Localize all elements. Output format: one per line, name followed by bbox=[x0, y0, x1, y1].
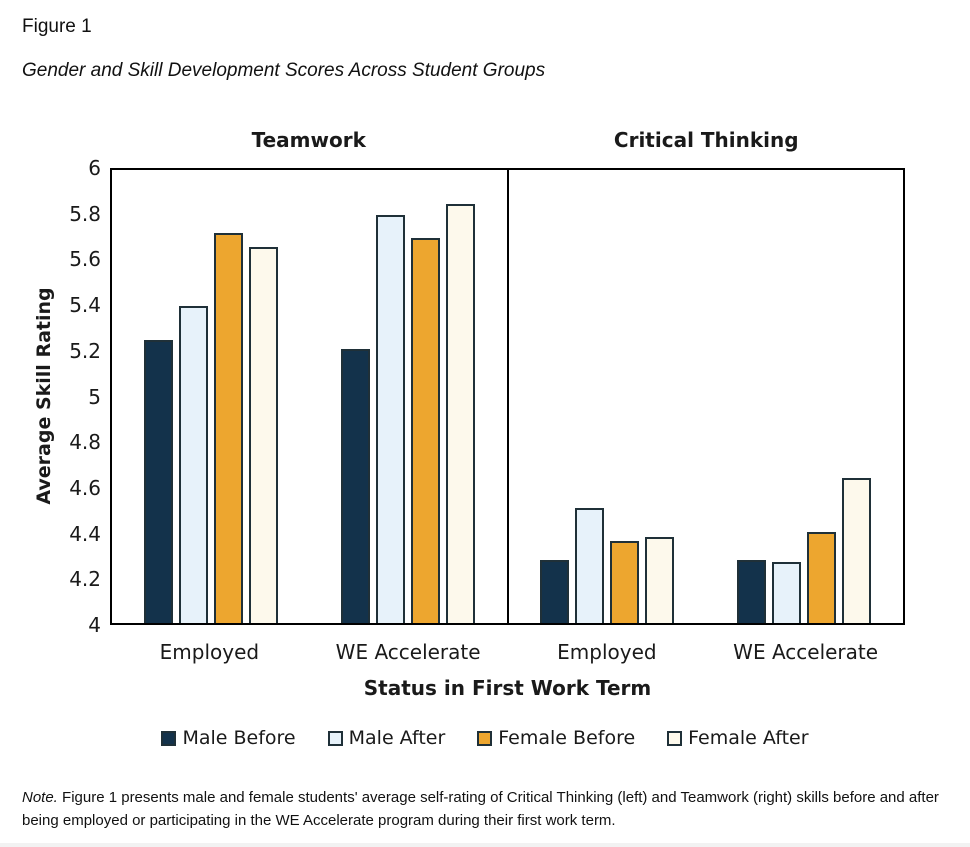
y-tick-label: 4.2 bbox=[69, 567, 101, 592]
x-category-label: Employed bbox=[159, 640, 260, 664]
x-category-label: WE Accelerate bbox=[335, 640, 481, 664]
legend-item-male-before: Male Before bbox=[161, 727, 296, 749]
bar-female-after bbox=[842, 478, 872, 623]
panel-titles: Teamwork Critical Thinking bbox=[110, 128, 905, 152]
legend-item-male-after: Male After bbox=[327, 727, 446, 749]
bar-group-we-accelerate bbox=[737, 170, 872, 623]
x-axis-title: Status in First Work Term bbox=[363, 676, 652, 700]
plot-area bbox=[110, 168, 905, 625]
note-prefix: Note. bbox=[22, 789, 58, 806]
bar-female-after bbox=[445, 203, 475, 623]
bar-group-employed bbox=[540, 170, 675, 623]
panel-teamwork bbox=[112, 170, 507, 623]
legend-swatch-female-after bbox=[667, 730, 683, 746]
y-axis-ticks: 4 4.2 4.4 4.6 4.8 5 5.2 5.4 5.6 5.8 6 bbox=[0, 158, 101, 635]
bar-male-before bbox=[540, 559, 570, 623]
bar-male-after bbox=[575, 507, 605, 623]
y-tick-label: 4.6 bbox=[69, 475, 101, 500]
bar-female-before bbox=[807, 532, 837, 623]
bar-female-after bbox=[248, 247, 278, 623]
y-tick-label: 5.6 bbox=[69, 247, 101, 272]
y-tick-label: 5.4 bbox=[69, 293, 101, 318]
y-tick-label: 5.2 bbox=[69, 338, 101, 363]
y-tick-label: 4.4 bbox=[69, 521, 101, 546]
x-category-label: Employed bbox=[557, 640, 657, 664]
y-tick-label: 5 bbox=[88, 384, 101, 409]
bar-female-after bbox=[645, 536, 675, 623]
legend-label: Female After bbox=[688, 727, 809, 749]
y-tick-label: 4.8 bbox=[69, 430, 101, 455]
x-category-label: WE Accelerate bbox=[733, 640, 879, 664]
legend-item-female-before: Female Before bbox=[477, 727, 635, 749]
figure-note: Note. Figure 1 presents male and female … bbox=[22, 786, 950, 833]
y-tick-label: 4 bbox=[88, 613, 101, 637]
x-category-labels: Employed WE Accelerate Employed WE Accelera… bbox=[110, 640, 905, 664]
y-tick-label: 5.8 bbox=[69, 201, 101, 226]
bar-male-after bbox=[178, 305, 208, 623]
figure-title: Gender and Skill Development Scores Acro… bbox=[22, 60, 546, 81]
bar-male-before bbox=[143, 339, 173, 623]
bar-female-before bbox=[610, 541, 640, 623]
legend-label: Female Before bbox=[498, 727, 636, 749]
y-tick-label: 6 bbox=[88, 156, 101, 180]
panel-critical-thinking bbox=[506, 170, 904, 623]
legend: Male Before Male After Female Before Female… bbox=[0, 727, 970, 749]
panel-title-critical-thinking: Critical Thinking bbox=[613, 128, 799, 152]
legend-swatch-male-before bbox=[161, 730, 177, 746]
bar-group-we-accelerate bbox=[340, 170, 475, 623]
figure-label: Figure 1 bbox=[22, 16, 92, 37]
bar-male-after bbox=[375, 215, 405, 623]
legend-label: Male Before bbox=[182, 727, 296, 749]
bar-male-before bbox=[737, 559, 767, 623]
legend-swatch-female-before bbox=[477, 730, 493, 746]
bar-male-before bbox=[340, 348, 370, 623]
bar-female-before bbox=[213, 233, 243, 623]
page-bottom-edge bbox=[0, 843, 970, 847]
legend-label: Male After bbox=[348, 727, 446, 749]
legend-item-female-after: Female After bbox=[667, 727, 809, 749]
bar-male-after bbox=[772, 561, 802, 623]
bar-female-before bbox=[410, 237, 440, 623]
legend-swatch-male-after bbox=[327, 730, 343, 746]
note-text: Figure 1 presents male and female studen… bbox=[22, 789, 939, 830]
bar-group-employed bbox=[143, 170, 278, 623]
panel-title-teamwork: Teamwork bbox=[251, 128, 366, 152]
